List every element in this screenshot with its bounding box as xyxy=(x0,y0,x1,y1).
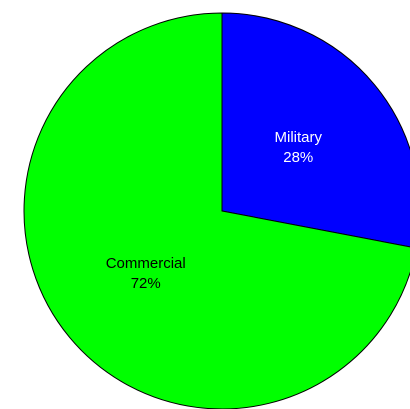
pie-slice-commercial xyxy=(23,12,410,409)
slice-label-commercial: Commercial xyxy=(106,255,186,272)
slice-percent-military: 28% xyxy=(283,149,313,166)
pie-slice-military xyxy=(221,12,410,248)
slice-label-military: Military xyxy=(275,129,323,146)
slice-percent-commercial: 72% xyxy=(131,275,161,292)
